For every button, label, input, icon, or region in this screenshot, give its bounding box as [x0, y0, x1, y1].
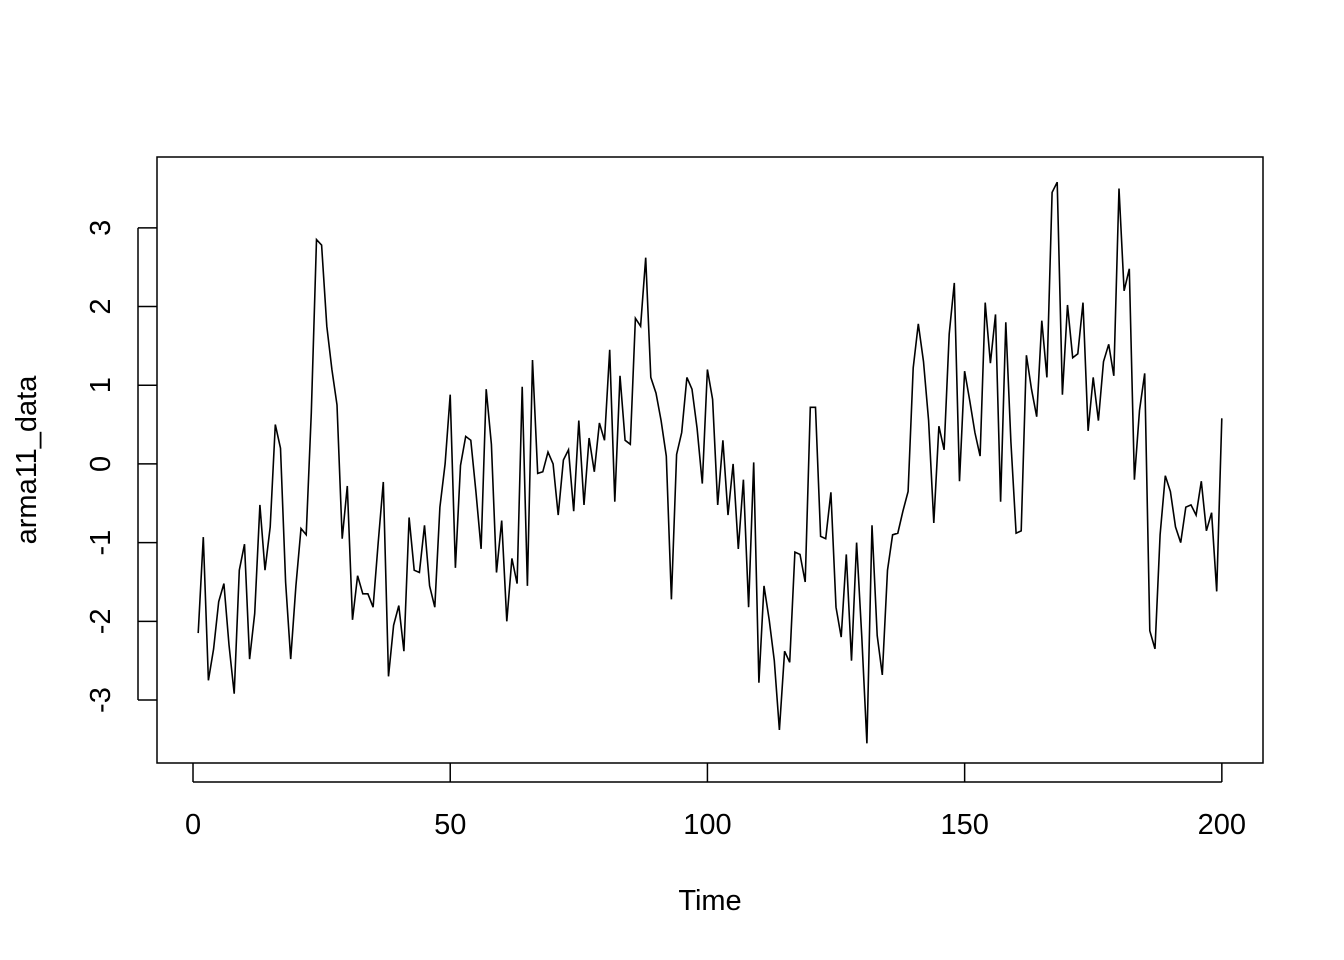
- x-axis-title: Time: [678, 885, 741, 917]
- y-tick-label: -3: [85, 687, 117, 713]
- y-axis: -3 -2 -1 0 1 2 3: [85, 220, 157, 713]
- y-tick-label: 0: [85, 456, 117, 472]
- y-tick-label: -1: [85, 530, 117, 556]
- y-tick-label: -2: [85, 608, 117, 634]
- y-tick-label: 1: [85, 377, 117, 393]
- y-axis-title: arma11_data: [11, 375, 43, 545]
- x-tick-label: 150: [940, 809, 988, 841]
- y-tick-label: 2: [85, 298, 117, 314]
- x-axis: 0 50 100 150 200: [185, 763, 1246, 841]
- x-tick-label: 100: [683, 809, 731, 841]
- y-tick-label: 3: [85, 220, 117, 236]
- x-tick-label: 50: [434, 809, 466, 841]
- plot-frame: [156, 156, 1264, 764]
- series-line: [197, 181, 1223, 744]
- x-tick-label: 0: [185, 809, 201, 841]
- x-tick-label: 200: [1198, 809, 1246, 841]
